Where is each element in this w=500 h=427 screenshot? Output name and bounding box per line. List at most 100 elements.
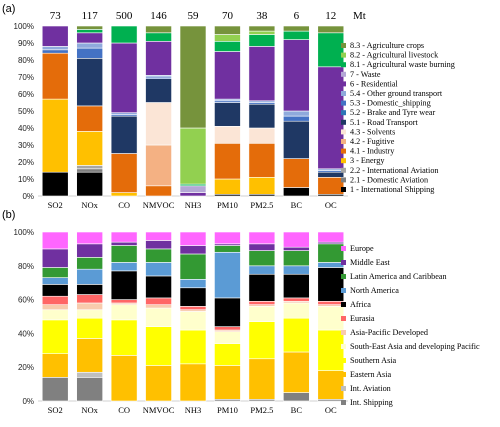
a-legend-5-4-other-ground-transport: 5.4 - Other ground transport (350, 89, 443, 98)
a-bar-so2-1-international-shipping (41, 171, 69, 197)
b-bar-nox-latin-america-and-caribbean (76, 257, 103, 270)
b-bar-nh3-europe (179, 231, 207, 246)
b-bar-bc-southern-asia (283, 317, 310, 353)
b-legend-int-shipping: Int. Shipping (350, 398, 393, 407)
a-xtick-bc: BC (291, 200, 303, 210)
a-legend-swatch-6-residential (341, 81, 346, 87)
total-pm10: 70 (222, 10, 234, 22)
b-bar-pm10-north-america (214, 251, 241, 299)
a-bar-so2-4-1-industry (41, 52, 69, 100)
b-legend-swatch-eastern-asia (341, 372, 346, 377)
a-bar-so2-6-residential (41, 25, 69, 47)
a-bar-nox-4-1-industry (76, 105, 103, 132)
b-legend-int-aviation: Int. Aviation (350, 384, 391, 393)
b-bar-bc-latin-america-and-caribbean (283, 250, 310, 267)
b-legend-swatch-int-shipping (341, 400, 346, 405)
b-bar-nmvoc-latin-america-and-caribbean (145, 248, 172, 263)
a-bar-pm2-5-6-residential (248, 46, 276, 102)
b-bar-co-africa (110, 270, 138, 300)
b-bar-pm2-5-middle-east (248, 243, 276, 251)
b-bar-nox-eurasia (76, 294, 103, 304)
a-legend-4-3-solvents: 4.3 - Solvents (350, 127, 395, 136)
b-bar-co-latin-america-and-caribbean (110, 245, 138, 263)
a-bar-pm10-6-residential (214, 51, 241, 100)
a-legend-swatch-2-1-domestic-aviation (341, 177, 346, 183)
totals-unit: Mt (353, 10, 366, 22)
b-bar-nox-southern-asia (76, 317, 103, 339)
b-legend-southern-asia: Southern Asia (350, 356, 397, 365)
a-legend-2-1-domestic-aviation: 2.1 - Domestic Aviation (350, 175, 428, 184)
b-ytick: 60% (18, 296, 34, 305)
b-bar-oc-southern-asia (317, 329, 345, 371)
b-bar-so2-europe (41, 231, 69, 250)
a-bar-pm10-8-2-agricultural-livestock (214, 34, 241, 42)
b-bar-nh3-southern-asia (179, 329, 207, 365)
b-bar-pm10-eurasia (214, 326, 241, 331)
b-legend-swatch-eurasia (341, 316, 346, 321)
a-bar-pm10-3-energy (214, 178, 241, 195)
a-bar-co-3-energy (110, 192, 138, 197)
b-xtick-bc: BC (291, 405, 303, 415)
a-legend-swatch-5-2-brake-and-tyre-wear (341, 110, 346, 116)
b-bar-pm2-5-europe (248, 231, 276, 245)
a-xtick-oc: OC (325, 200, 337, 210)
a-bar-pm2-5-4-1-industry (248, 143, 276, 178)
a-bar-nh3-8-2-agricultural-livestock (179, 127, 207, 185)
chart-b-regions: 0% 20% 40% 60% 80% 100% SO2 NOx CO NMVOC NH3 PM10 PM… (14, 228, 348, 415)
total-bc: 6 (294, 10, 300, 22)
a-legend-6-residential: 6 - Residential (350, 79, 398, 88)
b-bar-nmvoc-europe (145, 231, 172, 241)
a-bar-pm10-8-3-agriculture-crops (214, 25, 241, 35)
a-bar-nox-8-3-agriculture-crops (76, 25, 103, 30)
b-bar-nmvoc-eurasia (145, 297, 172, 305)
a-bar-so2-3-energy (41, 98, 69, 173)
a-legend-swatch-5-1-road-transport (341, 119, 346, 125)
a-bar-pm10-4-3-solvents (214, 126, 241, 144)
b-bar-oc-south-east-asia-and-developing-pacific (317, 306, 345, 331)
b-bar-co-eastern-asia (110, 355, 138, 402)
a-bar-nox-5-4-other-ground-transport (76, 42, 103, 49)
b-bar-bc-africa (283, 273, 310, 299)
a-legend-8-1-agricultural-waste-burning: 8.1 - Agricultural waste burning (350, 60, 455, 69)
a-bar-pm2-5-8-2-agricultural-livestock (248, 30, 276, 35)
b-bar-so2-africa (41, 284, 69, 297)
a-bar-co-8-1-agricultural-waste-burning (110, 25, 138, 44)
a-legend-swatch-7-waste (341, 71, 346, 77)
b-bar-pm10-eastern-asia (214, 365, 241, 400)
b-bar-nh3-africa (179, 287, 207, 307)
a-ytick: 90% (18, 39, 34, 48)
total-nox: 117 (82, 10, 99, 22)
a-legend-5-3-domestic-shipping: 5.3 - Domestic_shipping (350, 99, 431, 108)
a-bar-pm2-5-4-3-solvents (248, 127, 276, 144)
b-legend-eastern-asia: Eastern Asia (350, 370, 392, 379)
a-xtick-co: CO (118, 200, 130, 210)
a-bar-nh3-8-3-agriculture-crops (179, 25, 207, 129)
a-bar-nmvoc-8-1-agricultural-waste-burning (145, 32, 172, 42)
a-bar-co-6-residential (110, 42, 138, 113)
a-legend-swatch-4-1-industry (341, 148, 346, 154)
a-legend-swatch-5-3-domestic-shipping (341, 100, 346, 106)
chart-a-sectors: 0% 10% 20% 30% 40% 50% 60% 70% 80% 90% 100% SO2 NOx C… (14, 22, 348, 210)
total-so2: 73 (50, 10, 62, 22)
a-ytick: 20% (18, 158, 34, 167)
a-xtick-nmvoc: NMVOC (143, 200, 175, 210)
a-bar-nh3-7-waste (179, 185, 207, 193)
b-bar-pm2-5-south-east-asia-and-developing-pacific (248, 306, 276, 322)
panel-a-label: (a) (2, 3, 15, 15)
a-ytick: 80% (18, 56, 34, 65)
b-legend-asia-pacific-developed: Asia-Pacific Developed (350, 328, 428, 337)
b-bar-so2-eurasia (41, 295, 69, 305)
b-bar-pm2-5-africa (248, 273, 276, 302)
total-nmvoc: 146 (150, 10, 167, 22)
b-bar-co-middle-east (110, 241, 138, 246)
a-xtick-nox: NOx (81, 200, 98, 210)
b-legend-latin-america-and-caribbean: Latin America and Caribbean (350, 272, 447, 281)
b-ytick: 100% (14, 228, 34, 237)
b-legend-swatch-int-aviation (341, 386, 346, 391)
a-ytick: 10% (18, 175, 34, 184)
b-bar-so2-north-america (41, 277, 69, 285)
b-bar-bc-south-east-asia-and-developing-pacific (283, 302, 310, 319)
a-legend-swatch-8-2-agricultural-livestock (341, 52, 346, 58)
